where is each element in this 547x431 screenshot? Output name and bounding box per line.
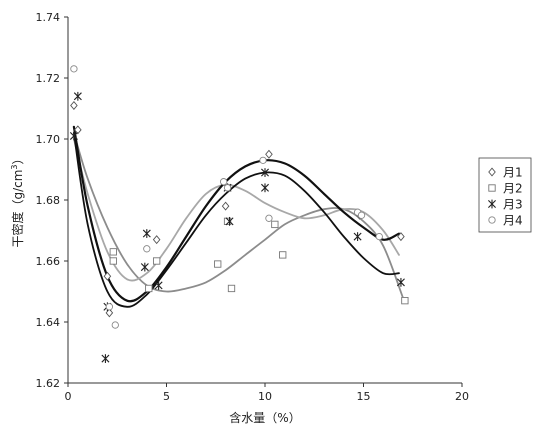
legend-label-3: 月3 — [503, 198, 523, 212]
series-3-point-5 — [142, 229, 151, 238]
series-1-point-2 — [103, 271, 112, 281]
series-4-point-5 — [223, 184, 232, 192]
x-axis-title: 含水量（%） — [229, 410, 300, 425]
series-2-point-9 — [401, 297, 409, 305]
series-4-curve — [73, 138, 400, 282]
series-4-point-9 — [357, 211, 366, 219]
series-2-point-8 — [279, 251, 287, 259]
legend-label-1: 月1 — [503, 166, 523, 180]
y-axis-title-close: ） — [11, 152, 25, 164]
y-axis-title-main: 干密度（g/cm — [10, 170, 25, 248]
series-4-point-6 — [259, 156, 267, 165]
series-2-point-5 — [223, 217, 232, 225]
y-tick-label-1: 1.64 — [36, 316, 61, 329]
x-tick-label-1: 5 — [163, 390, 170, 403]
series-2-point-3 — [152, 257, 161, 265]
series-3-point-11 — [353, 232, 362, 241]
series-2-point-1 — [109, 257, 117, 265]
series-2-point-2 — [145, 284, 153, 293]
y-tick-label-2: 1.66 — [36, 255, 61, 268]
legend-label-4: 月4 — [503, 214, 523, 228]
series-4-point-2 — [111, 321, 119, 329]
series-4-point-3 — [143, 245, 151, 253]
x-tick-label-0: 0 — [65, 390, 72, 403]
series-1-point-6 — [265, 149, 273, 159]
y-tick-label-5: 1.72 — [36, 72, 61, 85]
legend-marker-4 — [488, 216, 496, 224]
series-1-point-5 — [221, 201, 230, 211]
series-2-point-7 — [271, 220, 279, 229]
y-axis-title: 干密度（g/cm3） — [10, 152, 25, 247]
series-1-point-3 — [105, 308, 114, 318]
series-4-point-1 — [105, 303, 114, 311]
data-points — [69, 65, 409, 363]
series-3-point-1 — [69, 131, 78, 141]
legend-marker-3 — [488, 199, 496, 209]
axes — [67, 17, 462, 384]
x-tick-label-3: 15 — [357, 390, 371, 403]
x-ticks: 0 5 10 15 20 — [65, 383, 469, 403]
legend-box — [478, 157, 532, 233]
series-3-point-0 — [73, 91, 82, 101]
series-1-point-1 — [74, 125, 82, 135]
y-axis-title-superscript: 3 — [10, 164, 19, 169]
series-3-point-10 — [261, 168, 269, 177]
x-tick-label-2: 10 — [258, 390, 272, 403]
series-3-point-9 — [261, 183, 269, 193]
series-4-point-10 — [375, 232, 383, 241]
series-1-curve — [72, 125, 401, 303]
series-2-curve — [73, 132, 404, 299]
legend-marker-2 — [488, 184, 496, 192]
series-3-point-4 — [140, 262, 149, 272]
trend-curves — [72, 125, 404, 308]
legend: 月1 月2 月3 月4 — [478, 157, 532, 233]
series-3-point-12 — [396, 277, 405, 287]
series-1-point-0 — [70, 100, 78, 110]
series-1-point-4 — [152, 235, 161, 245]
series-3-curve — [73, 132, 400, 308]
y-tick-label-4: 1.70 — [36, 133, 61, 146]
series-4-point-4 — [219, 178, 228, 186]
y-tick-label-3: 1.68 — [36, 194, 61, 207]
series-3-point-6 — [154, 281, 163, 290]
series-2-point-6 — [227, 284, 236, 293]
y-tick-label-0: 1.62 — [36, 377, 61, 390]
series-1-point-8 — [397, 232, 405, 242]
y-ticks: 1.62 1.64 1.66 1.68 1.70 1.72 1.74 — [36, 11, 68, 390]
series-2-point-4 — [214, 260, 222, 268]
x-tick-label-4: 20 — [455, 390, 469, 403]
legend-marker-1 — [488, 167, 496, 177]
series-3-point-2 — [101, 354, 110, 363]
y-tick-label-6: 1.74 — [36, 11, 61, 24]
series-4-point-7 — [265, 214, 273, 222]
series-3-point-8 — [225, 216, 234, 226]
legend-label-2: 月2 — [503, 182, 523, 196]
series-4-point-0 — [70, 65, 78, 73]
series-2-point-0 — [109, 248, 117, 256]
